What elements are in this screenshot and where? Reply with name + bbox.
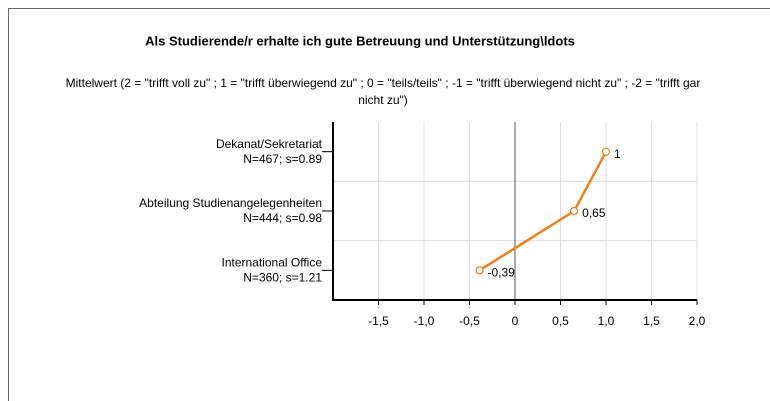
chart-title: Als Studierende/r erhalte ich gute Betre… <box>145 33 575 48</box>
category-stats: N=360; s=1.21 <box>243 271 322 285</box>
subtitle: nicht zu") <box>358 93 408 107</box>
x-tick-label: -1,5 <box>368 314 389 328</box>
x-tick-label: 1,0 <box>598 314 615 328</box>
x-tick-label: 2,0 <box>689 314 706 328</box>
data-label: -0,39 <box>488 266 516 280</box>
x-tick-label: -1,0 <box>414 314 435 328</box>
category-label: International Office <box>221 256 322 270</box>
x-tick-label: -0,5 <box>459 314 480 328</box>
x-tick-label: 0,5 <box>552 314 569 328</box>
point <box>475 266 484 275</box>
category-label: Dekanat/Sekretariat <box>216 137 323 151</box>
point <box>570 206 579 216</box>
category-stats: N=467; s=0.89 <box>243 152 322 166</box>
subtitle: Mittelwert (2 = "trifft voll zu" ; 1 = "… <box>66 76 701 90</box>
data-label: 1 <box>614 147 621 161</box>
point <box>601 147 611 156</box>
x-tick-label: 1,5 <box>643 314 660 328</box>
category-label: Abteilung Studienangelegenheiten <box>139 196 322 210</box>
x-tick-label: 0 <box>512 314 519 328</box>
category-stats: N=444; s=0.98 <box>243 211 322 225</box>
data-label: 0,65 <box>582 206 606 220</box>
